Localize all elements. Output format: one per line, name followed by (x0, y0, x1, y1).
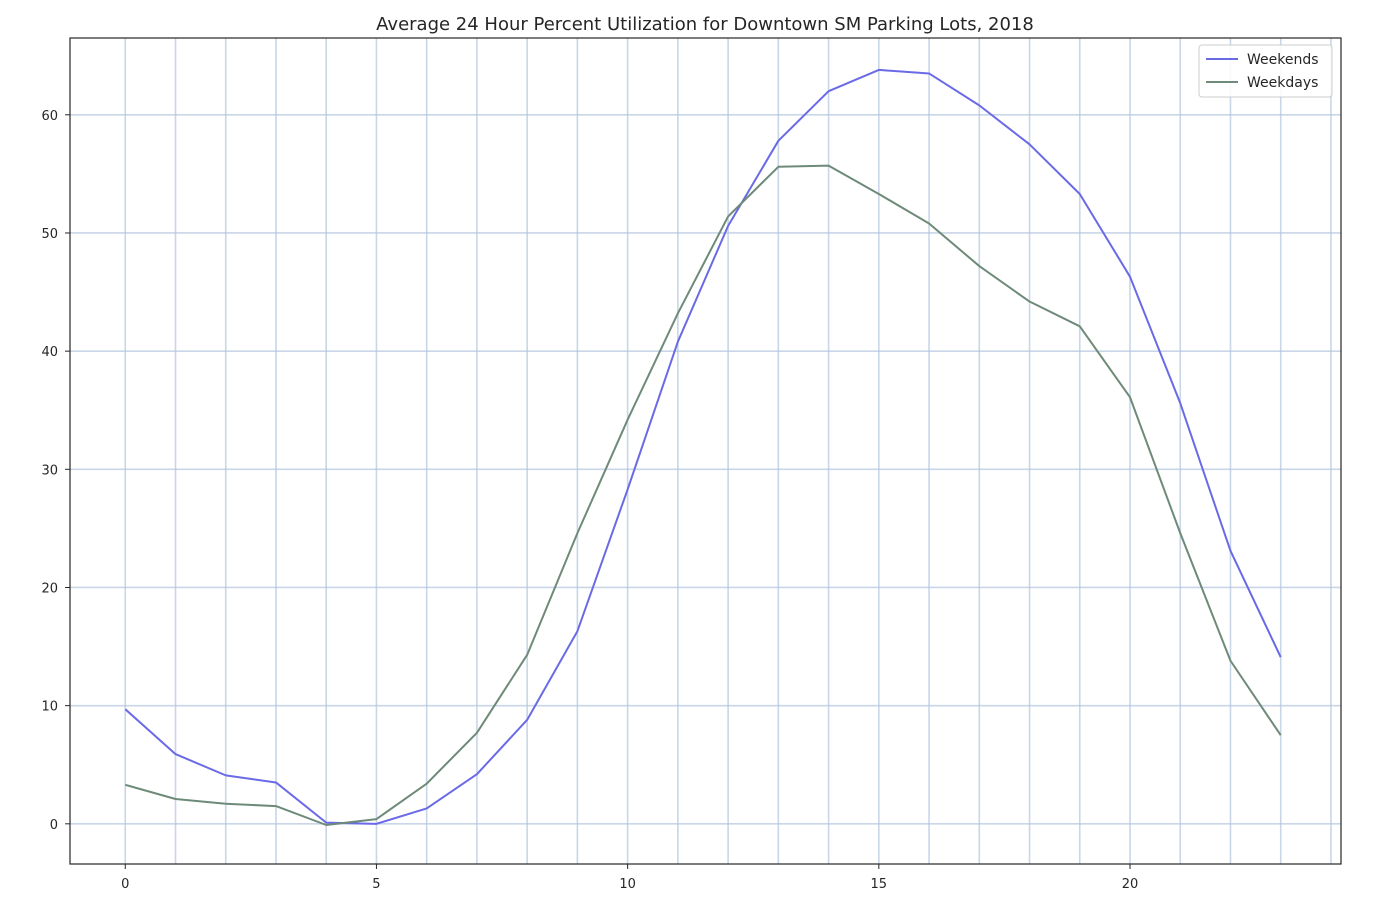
legend-label-weekdays: Weekdays (1247, 75, 1318, 91)
grid-lines (70, 38, 1341, 864)
plot-area-frame (69, 37, 1342, 865)
x-tick-label-20: 20 (1122, 877, 1139, 892)
y-tick-label-50: 50 (41, 227, 58, 242)
y-tick-label-0: 0 (50, 818, 58, 833)
y-tick-label-40: 40 (41, 345, 58, 360)
legend-label-weekends: Weekends (1247, 52, 1319, 68)
y-tick-label-60: 60 (41, 109, 58, 124)
x-tick-label-5: 5 (372, 877, 380, 892)
legend: Weekends Weekdays (1198, 44, 1333, 98)
y-tick-label-10: 10 (41, 700, 58, 715)
y-tick-label-20: 20 (41, 581, 58, 596)
series-line-weekends (124, 68, 1282, 825)
axis-tick-labels: 0 5 10 15 20 0 10 20 30 40 50 60 (41, 109, 1138, 892)
axis-ticks (65, 114, 1131, 869)
chart-title: Average 24 Hour Percent Utilization for … (376, 14, 1034, 35)
y-tick-label-30: 30 (41, 463, 58, 478)
x-tick-label-0: 0 (121, 877, 129, 892)
x-tick-label-15: 15 (871, 877, 888, 892)
x-tick-label-10: 10 (619, 877, 636, 892)
series-lines (124, 68, 1282, 826)
series-line-weekdays (124, 164, 1282, 826)
